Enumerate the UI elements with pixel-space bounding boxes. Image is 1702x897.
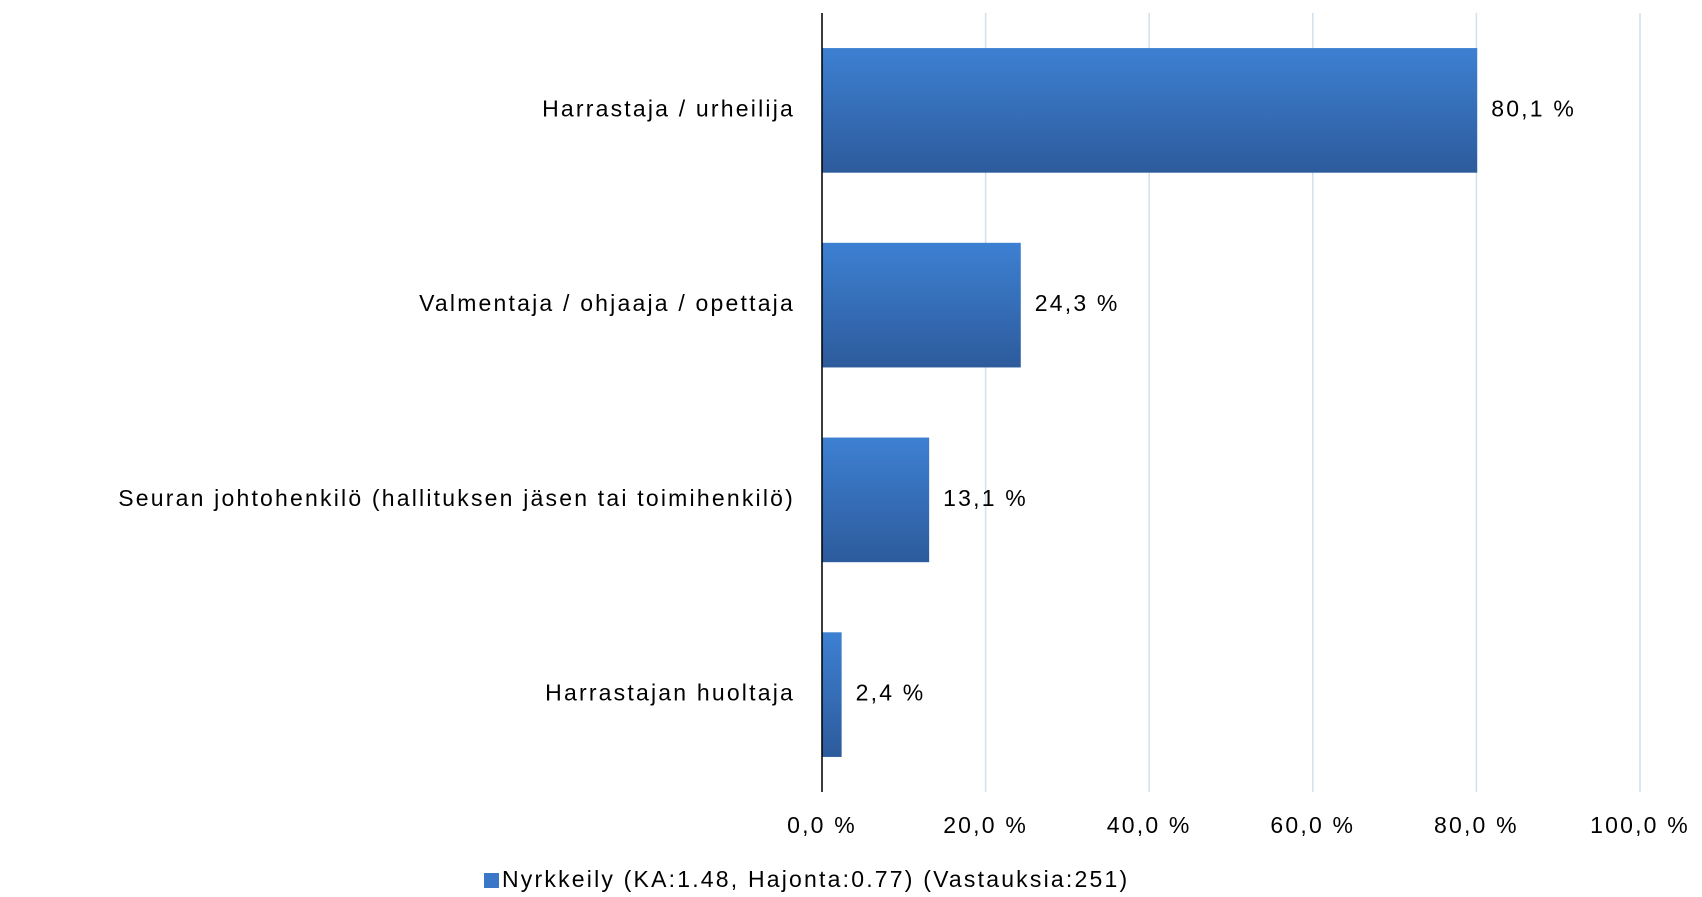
x-tick-label: 60,0 % (1270, 812, 1355, 838)
x-tick-label: 40,0 % (1107, 812, 1192, 838)
value-label: 2,4 % (856, 680, 926, 706)
y-tick-label: Harrastaja / urheilija (542, 95, 795, 121)
bar (822, 242, 1021, 368)
marks (822, 48, 1478, 757)
value-label: 13,1 % (943, 485, 1028, 511)
value-label: 80,1 % (1491, 95, 1576, 121)
y-tick-label: Seuran johtohenkilö (hallituksen jäsen t… (118, 485, 795, 511)
bar (822, 437, 930, 563)
x-tick-label: 100,0 % (1590, 812, 1690, 838)
y-tick-label: Harrastajan huoltaja (545, 680, 795, 706)
bar (822, 632, 842, 757)
bar (822, 48, 1478, 173)
x-tick-label: 80,0 % (1434, 812, 1519, 838)
legend-swatch (484, 873, 499, 888)
legend-label: Nyrkkeily (KA:1.48, Hajonta:0.77) (Vasta… (502, 866, 1129, 892)
x-tick-label: 20,0 % (943, 812, 1028, 838)
x-tick-label: 0,0 % (787, 812, 857, 838)
y-tick-label: Valmentaja / ohjaaja / opettaja (419, 290, 795, 316)
value-label: 24,3 % (1035, 290, 1120, 316)
